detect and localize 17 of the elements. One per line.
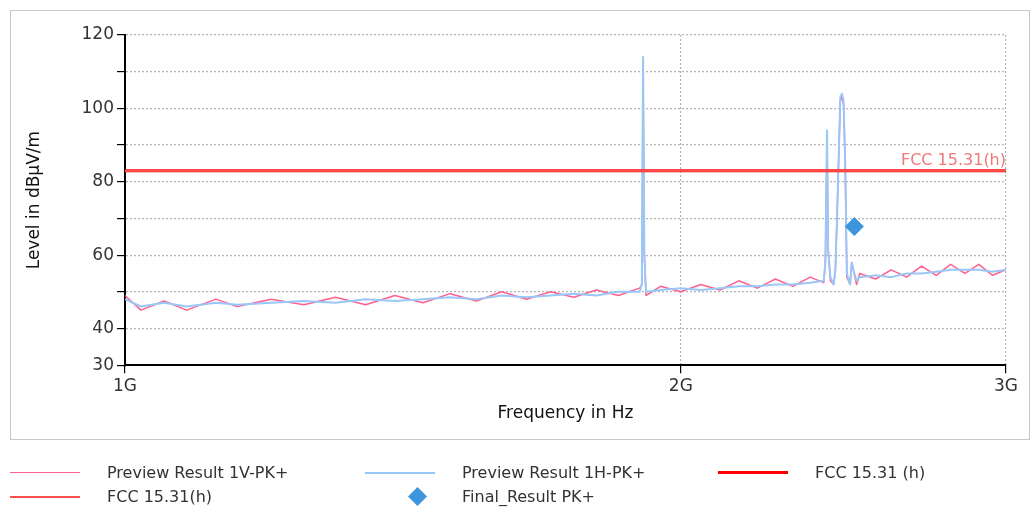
y-tick-label: 60: [92, 243, 114, 264]
x-tick-label: 2G: [668, 374, 693, 395]
y-tick-label: 100: [81, 96, 114, 117]
x-tick-label: 1G: [113, 374, 137, 395]
x-tick-label: 3G: [994, 374, 1018, 395]
legend-label: Final_Result PK+: [462, 487, 595, 506]
annotation: FCC 15.31(h): [900, 149, 1006, 169]
legend-label: FCC 15.31 (h): [815, 463, 926, 482]
y-tick-label: 120: [81, 23, 114, 44]
y-axis-title: Level in dBµV/m: [22, 130, 43, 270]
legend-label: Preview Result 1H-PK+: [462, 463, 646, 482]
y-tick-label: 80: [92, 170, 114, 191]
y-tick-label: 40: [92, 316, 114, 337]
legend-label: FCC 15.31(h): [107, 487, 213, 506]
x-axis-title: Frequency in Hz: [497, 402, 634, 423]
legend-label: Preview Result 1V-PK+: [107, 463, 289, 482]
y-tick-label: 30: [92, 353, 114, 374]
